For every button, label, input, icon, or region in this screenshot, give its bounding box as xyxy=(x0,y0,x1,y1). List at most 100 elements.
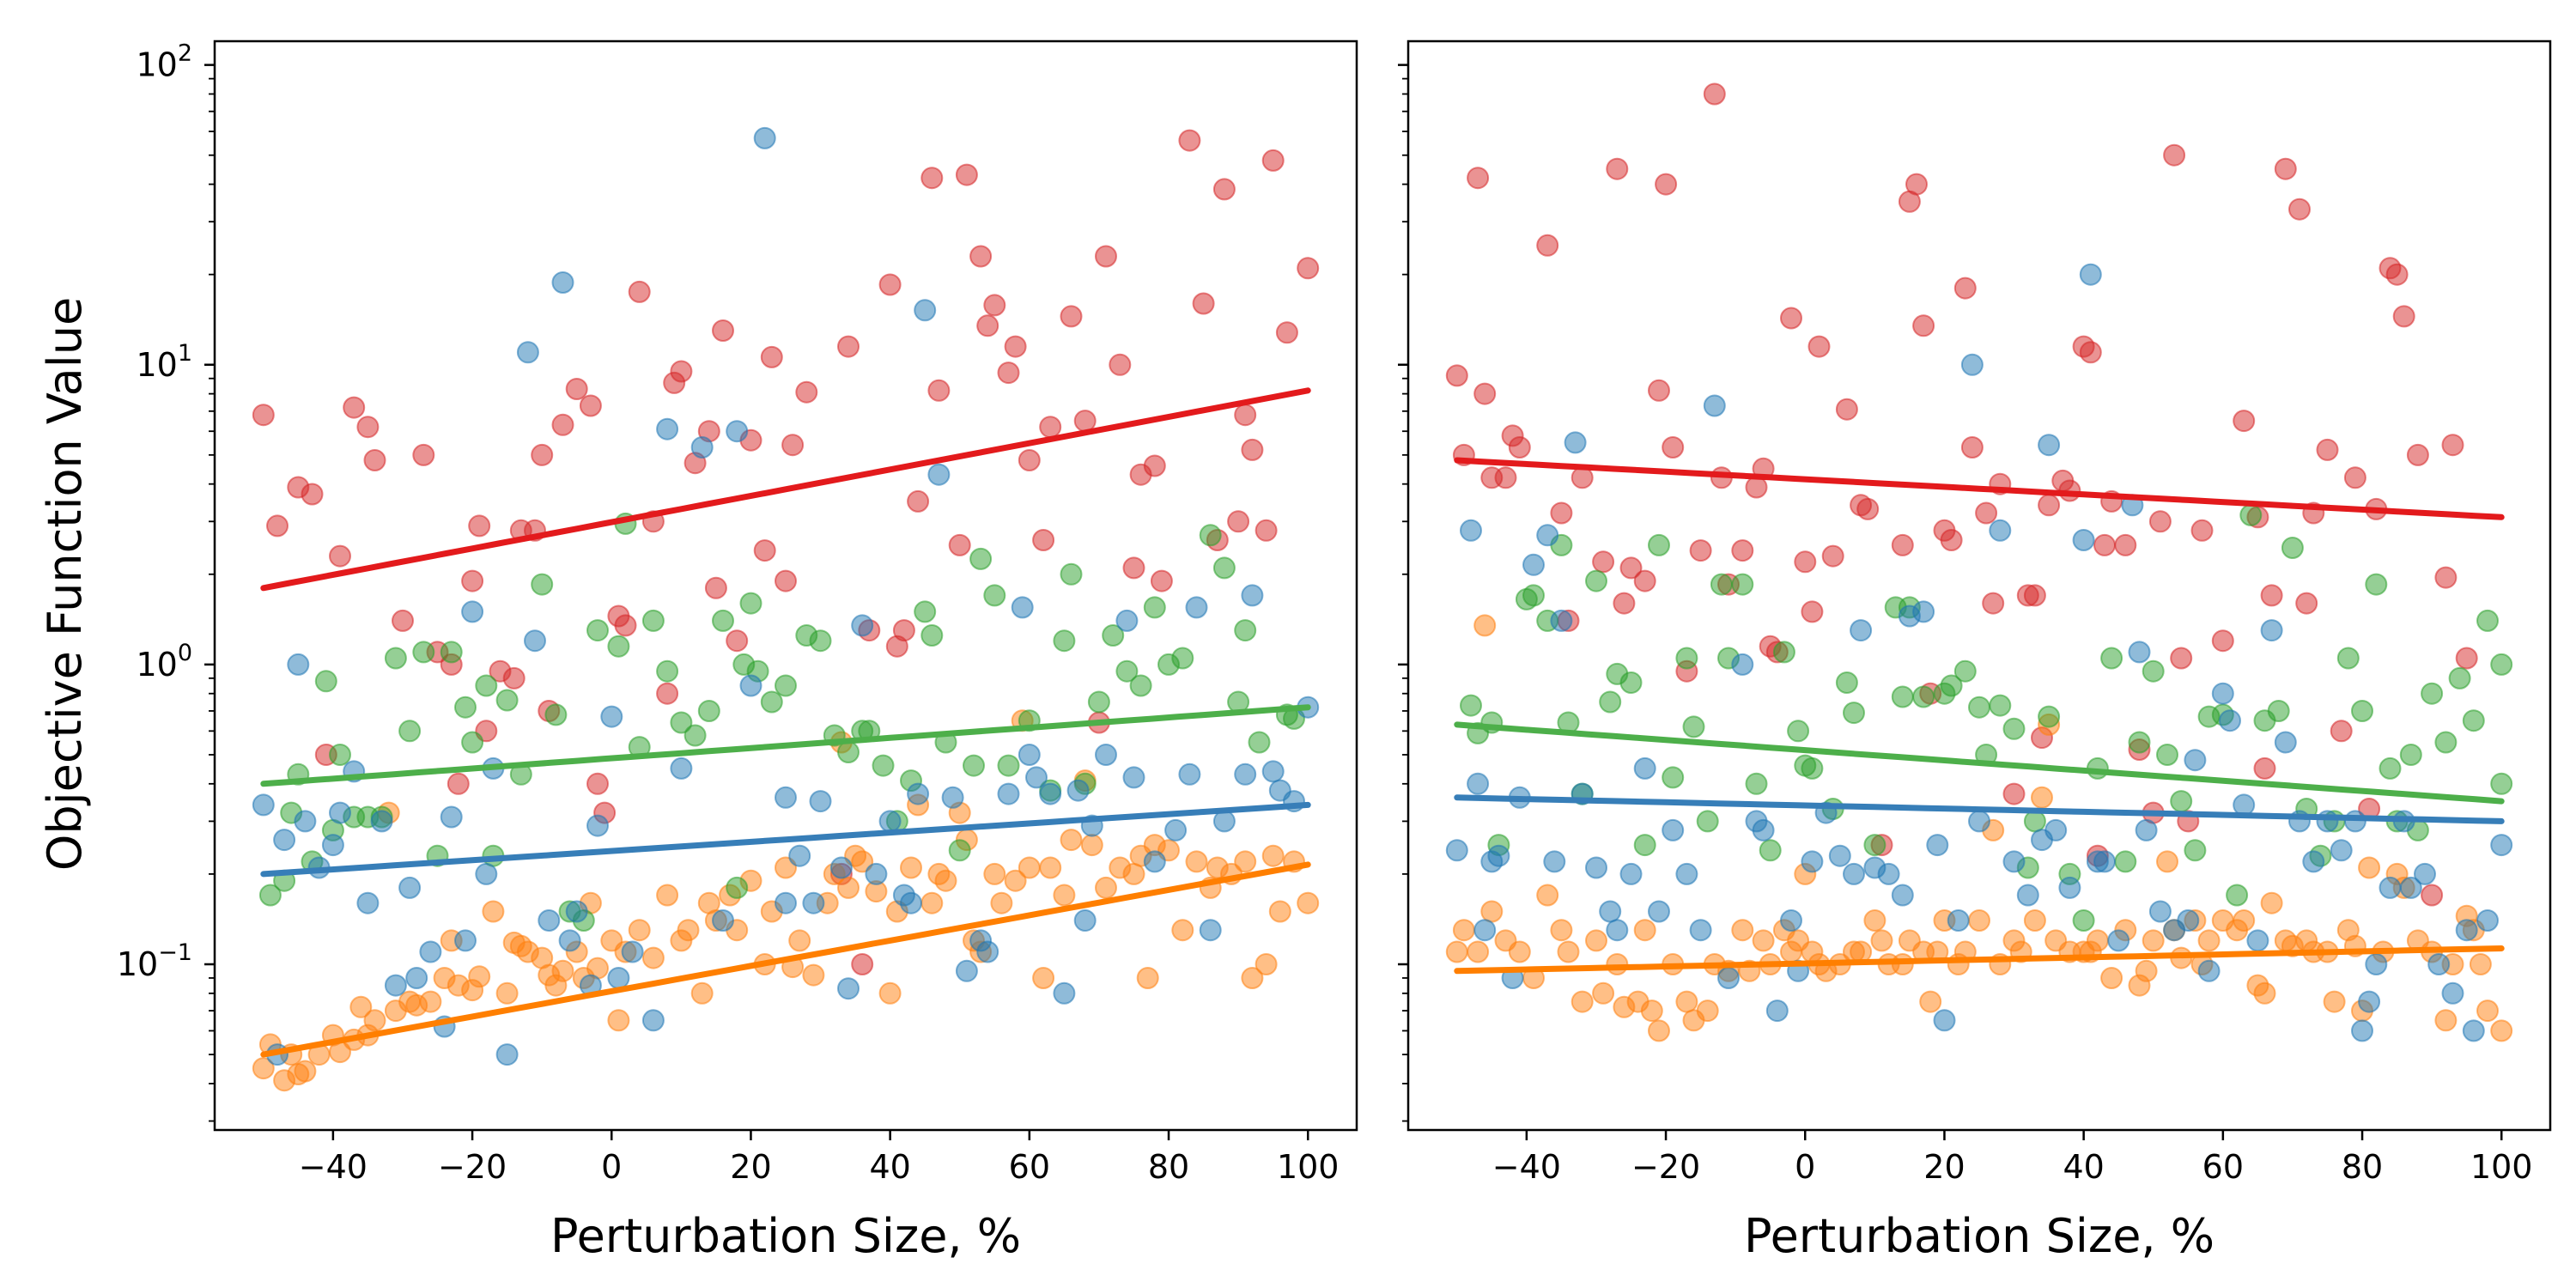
data-point-blue xyxy=(878,810,902,833)
data-point-orange xyxy=(2358,856,2381,879)
data-point-green xyxy=(914,600,937,623)
data-point-orange xyxy=(2476,999,2499,1023)
data-point-orange xyxy=(837,876,860,899)
data-point-red xyxy=(976,314,999,337)
data-point-red xyxy=(1261,149,1285,172)
data-point-red xyxy=(795,380,818,404)
data-point-red xyxy=(468,514,491,538)
trend-line-blue xyxy=(1454,794,2505,824)
data-point-blue xyxy=(712,909,734,932)
data-point-green xyxy=(726,876,749,899)
data-point-red xyxy=(1982,592,2005,615)
data-point-red xyxy=(656,682,679,705)
data-point-green xyxy=(697,700,720,722)
data-point-blue xyxy=(788,844,811,867)
data-point-orange xyxy=(1255,953,1278,975)
data-point-green xyxy=(920,624,944,647)
data-point-green xyxy=(656,659,679,683)
data-point-orange xyxy=(2490,1019,2513,1042)
data-point-blue xyxy=(1018,744,1041,766)
data-point-red xyxy=(2421,884,2444,907)
data-point-orange xyxy=(482,900,505,923)
data-point-blue xyxy=(1487,844,1510,867)
data-point-blue xyxy=(1891,884,1914,907)
data-point-blue xyxy=(516,341,539,364)
data-point-blue xyxy=(1185,596,1208,619)
data-point-green xyxy=(2226,884,2249,907)
data-point-green xyxy=(712,609,734,632)
data-point-green xyxy=(1801,756,1824,780)
data-point-blue xyxy=(1445,839,1468,862)
data-point-blue xyxy=(941,786,964,809)
data-point-green xyxy=(475,674,498,697)
data-point-red xyxy=(1467,167,1490,190)
data-point-orange xyxy=(252,1057,275,1080)
data-point-blue xyxy=(2079,263,2102,286)
data-point-green xyxy=(2365,573,2388,596)
data-point-green xyxy=(607,635,630,658)
data-point-blue xyxy=(558,929,581,952)
data-point-red xyxy=(1073,410,1097,433)
data-point-green xyxy=(1940,674,1963,697)
x-tick-label: 100 xyxy=(2470,1148,2533,1186)
data-point-red xyxy=(2441,434,2464,457)
data-point-red xyxy=(781,434,805,457)
data-point-blue xyxy=(2177,909,2200,932)
data-point-red xyxy=(920,167,944,190)
data-point-blue xyxy=(1011,596,1034,619)
data-point-green xyxy=(2421,682,2444,705)
data-point-green xyxy=(1731,573,1754,596)
data-point-red xyxy=(1891,533,1914,556)
x-tick-label: 40 xyxy=(2063,1148,2104,1186)
data-point-red xyxy=(2385,263,2409,286)
data-point-orange xyxy=(1039,856,1062,879)
data-point-green xyxy=(412,641,435,664)
data-point-red xyxy=(1912,314,1935,337)
data-point-blue xyxy=(1877,862,1900,885)
data-point-blue xyxy=(1675,862,1698,885)
data-point-red xyxy=(1039,416,1062,439)
trend-line-orange xyxy=(1454,945,2505,975)
data-point-red xyxy=(1975,501,1998,525)
x-tick-label: 0 xyxy=(601,1148,622,1186)
data-point-orange xyxy=(920,891,944,914)
data-point-blue xyxy=(802,891,825,914)
data-point-orange xyxy=(2253,981,2276,1005)
data-point-blue xyxy=(2490,834,2513,857)
data-point-red xyxy=(1655,173,1678,196)
x-tick-label: 0 xyxy=(1795,1148,1815,1186)
data-point-green xyxy=(2239,503,2263,526)
data-point-orange xyxy=(1060,829,1083,852)
data-point-green xyxy=(809,629,832,653)
data-point-orange xyxy=(1968,909,1990,932)
data-point-red xyxy=(2434,566,2458,589)
data-point-red xyxy=(2211,629,2234,653)
x-tick-label: 80 xyxy=(2342,1148,2383,1186)
data-point-blue xyxy=(287,653,310,676)
data-point-red xyxy=(983,294,1006,317)
data-point-red xyxy=(1606,157,1629,180)
data-point-blue xyxy=(1178,762,1201,786)
data-point-red xyxy=(712,319,734,342)
data-point-green xyxy=(1143,596,1166,619)
data-point-blue xyxy=(1933,1009,1956,1032)
data-point-orange xyxy=(1018,856,1041,879)
data-point-green xyxy=(2072,909,2095,932)
data-point-blue xyxy=(1585,856,1607,879)
data-point-blue xyxy=(2184,749,2207,772)
data-point-red xyxy=(775,569,797,592)
data-point-blue xyxy=(955,959,978,982)
data-point-red xyxy=(1018,449,1041,471)
data-point-red xyxy=(1648,379,1670,402)
data-point-blue xyxy=(2330,839,2353,862)
data-point-orange xyxy=(2197,929,2221,952)
data-point-blue xyxy=(1234,762,1257,786)
data-point-blue xyxy=(1261,760,1285,783)
data-point-green xyxy=(2490,772,2513,795)
data-point-red xyxy=(2274,157,2297,180)
data-point-blue xyxy=(2038,434,2061,457)
data-point-red xyxy=(628,280,651,303)
data-point-blue xyxy=(2399,876,2422,899)
data-point-orange xyxy=(1234,850,1257,873)
